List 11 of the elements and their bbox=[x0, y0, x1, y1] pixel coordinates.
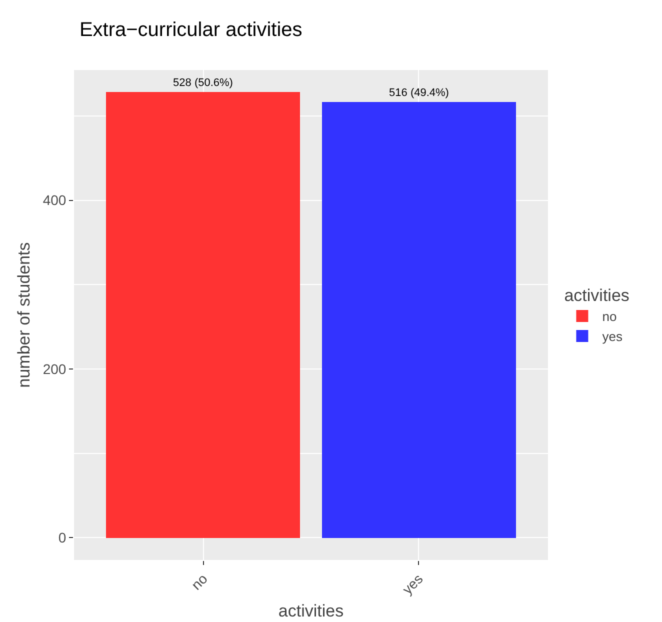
y-axis-title: number of students bbox=[14, 242, 34, 388]
data-label: 528 (50.6%) bbox=[173, 77, 233, 89]
legend-label: yes bbox=[602, 329, 623, 344]
y-tick-label: 400 bbox=[42, 192, 66, 208]
legend-title: activities bbox=[564, 286, 630, 306]
x-axis-title: activities bbox=[278, 602, 344, 621]
y-tick-label: 0 bbox=[58, 530, 66, 546]
legend-label: no bbox=[602, 309, 617, 324]
y-tick-label: 200 bbox=[42, 360, 66, 377]
chart-title: Extra−curricular activities bbox=[79, 18, 302, 41]
data-label: 516 (49.4%) bbox=[389, 87, 449, 99]
